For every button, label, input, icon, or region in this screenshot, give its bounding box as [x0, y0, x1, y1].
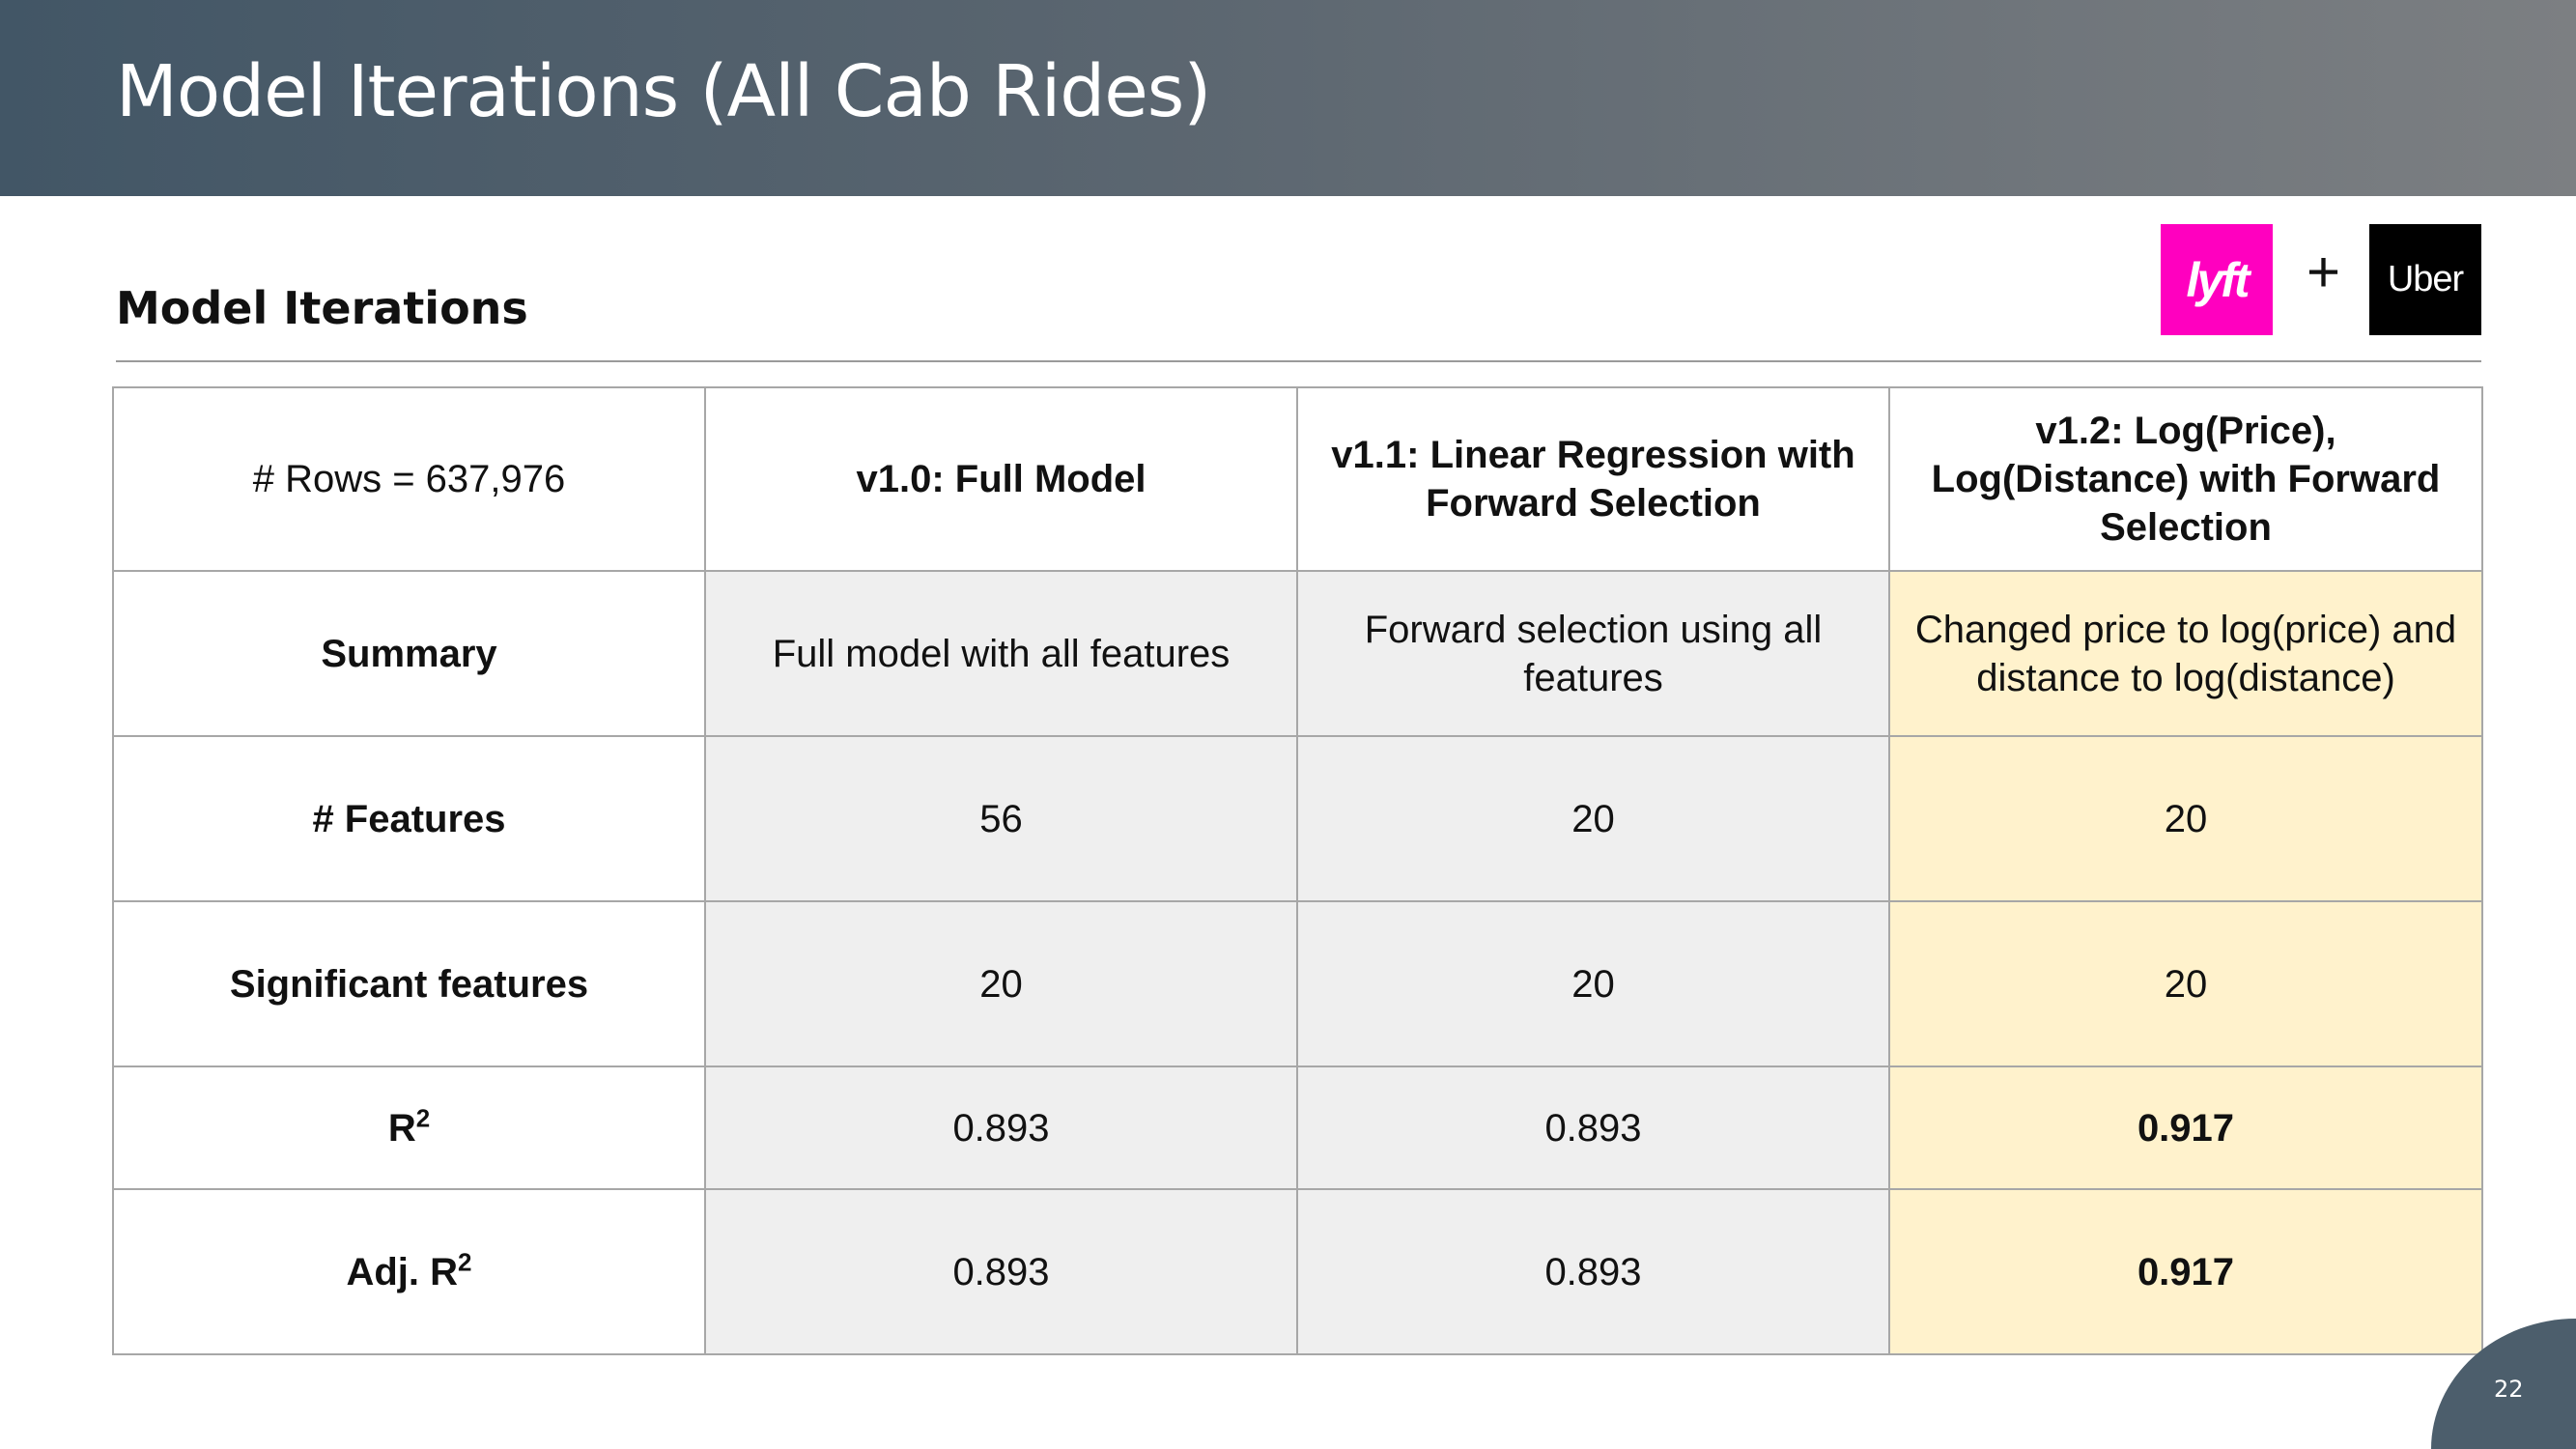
table-cell: 20: [1296, 735, 1890, 902]
row-label-significant-features: Significant features: [112, 900, 706, 1067]
column-header-v1-0: v1.0: Full Model: [704, 386, 1298, 572]
table-cell-highlight: 20: [1888, 900, 2483, 1067]
table-cell: Full model with all features: [704, 570, 1298, 737]
table-cell-highlight: 0.917: [1888, 1188, 2483, 1355]
model-iterations-table: # Rows = 637,976 v1.0: Full Model v1.1: …: [112, 386, 2483, 1355]
column-header-v1-2: v1.2: Log(Price), Log(Distance) with For…: [1888, 386, 2483, 572]
title-bar: Model Iterations (All Cab Rides): [0, 0, 2576, 196]
table-cell-highlight: 20: [1888, 735, 2483, 902]
row-label-r2-text: R: [387, 1106, 416, 1150]
table-cell: 0.893: [704, 1065, 1298, 1190]
row-label-r2: R2: [112, 1065, 706, 1190]
table-cell-highlight: 0.917: [1888, 1065, 2483, 1190]
lyft-logo-text: lyft: [2186, 252, 2250, 307]
table-row-adj-r2: Adj. R2 0.893 0.893 0.917: [112, 1188, 2483, 1355]
table-header-row: # Rows = 637,976 v1.0: Full Model v1.1: …: [112, 386, 2483, 572]
row-label-summary: Summary: [112, 570, 706, 737]
section-divider: [116, 360, 2481, 362]
table-cell: 20: [704, 900, 1298, 1067]
table-cell: Forward selection using all features: [1296, 570, 1890, 737]
table-cell: 0.893: [1296, 1065, 1890, 1190]
table-cell: 0.893: [1296, 1188, 1890, 1355]
rows-count-cell: # Rows = 637,976: [112, 386, 706, 572]
page-number: 22: [2494, 1376, 2524, 1403]
table-row-significant-features: Significant features 20 20 20: [112, 900, 2483, 1067]
superscript: 2: [458, 1247, 472, 1277]
table-cell: 0.893: [704, 1188, 1298, 1355]
row-label-adj-r2: Adj. R2: [112, 1188, 706, 1355]
table-row-r2: R2 0.893 0.893 0.917: [112, 1065, 2483, 1190]
row-label-adj-r2-text: Adj. R: [346, 1250, 459, 1293]
section-title: Model Iterations: [116, 282, 528, 334]
plus-sign: +: [2307, 240, 2341, 304]
superscript: 2: [415, 1103, 431, 1133]
uber-logo: Uber: [2369, 224, 2481, 335]
table-row-features: # Features 56 20 20: [112, 735, 2483, 902]
lyft-logo: lyft: [2161, 224, 2273, 335]
table-cell: 56: [704, 735, 1298, 902]
table-cell: 20: [1296, 900, 1890, 1067]
row-label-features: # Features: [112, 735, 706, 902]
uber-logo-text: Uber: [2387, 259, 2464, 299]
column-header-v1-1: v1.1: Linear Regression with Forward Sel…: [1296, 386, 1890, 572]
slide-title: Model Iterations (All Cab Rides): [116, 50, 1211, 133]
table-row-summary: Summary Full model with all features For…: [112, 570, 2483, 737]
table-cell-highlight: Changed price to log(price) and distance…: [1888, 570, 2483, 737]
